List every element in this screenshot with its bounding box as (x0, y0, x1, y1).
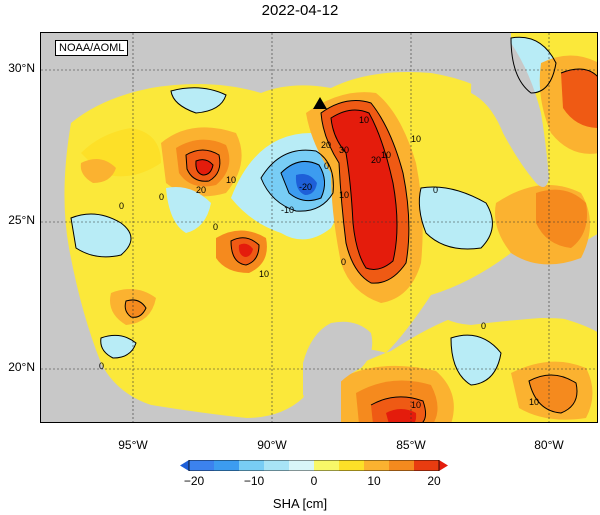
colorbar-bin (414, 460, 439, 471)
lat-label-30n: 30°N (8, 61, 35, 75)
colorbar-bin (289, 460, 314, 471)
contour-label: 10 (259, 269, 269, 279)
lon-label-90w: 90°W (257, 438, 287, 452)
contour-label: 10 (529, 397, 539, 407)
lon-label-95w: 95°W (118, 438, 148, 452)
contour-label: 0 (324, 161, 329, 171)
colorbar-bin (339, 460, 364, 471)
colorbar-tick: −10 (243, 474, 265, 488)
sha-map: 0 0 0 0 0 0 0 0 10 10 10 10 10 10 10 10 … (40, 32, 598, 423)
colorbar-bin (239, 460, 264, 471)
contour-label: 10 (339, 190, 349, 200)
contour-label: 20 (371, 155, 381, 165)
lat-label-20n: 20°N (8, 360, 35, 374)
colorbar-bin (389, 460, 414, 471)
colorbar-frame (188, 460, 440, 471)
colorbar-bin (364, 460, 389, 471)
contour-label: -20 (299, 182, 312, 192)
contour-label: 10 (411, 134, 421, 144)
anomaly-field (71, 37, 597, 422)
contour-label: 0 (159, 192, 164, 202)
map-title: 2022-04-12 (261, 2, 339, 19)
colorbar-bin (189, 460, 214, 471)
colorbar-tick: 20 (427, 474, 441, 488)
contour-label: 20 (196, 185, 206, 195)
colorbar-min-arrow (180, 460, 189, 471)
colorbar-bin (214, 460, 239, 471)
contour-label: 0 (341, 257, 346, 267)
contour-label-group: 0 0 0 0 0 0 0 0 10 10 10 10 10 10 10 10 … (99, 115, 539, 410)
lon-label-80w: 80°W (534, 438, 564, 452)
lat-label-25n: 25°N (8, 213, 35, 227)
colorbar-tick: 0 (310, 474, 318, 488)
contour-label: 0 (99, 361, 104, 371)
colorbar-max-arrow (439, 460, 448, 471)
contour-label: 0 (481, 321, 486, 331)
contour-label: 0 (433, 185, 438, 195)
credit-label: NOAA/AOML (55, 40, 129, 56)
land-masses (41, 33, 597, 422)
contour-label: 10 (411, 400, 421, 410)
colorbar-tick: 10 (367, 474, 381, 488)
colorbar-bin (264, 460, 289, 471)
contour-label: 20 (321, 140, 331, 150)
contour-label: -10 (281, 205, 294, 215)
contour-lines (70, 36, 597, 422)
colorbar-tick: −20 (183, 474, 205, 488)
contour-label: 30 (339, 145, 349, 155)
contour-label: 10 (226, 175, 236, 185)
colorbar (180, 460, 448, 471)
lon-label-85w: 85°W (396, 438, 426, 452)
map-canvas: 0 0 0 0 0 0 0 0 10 10 10 10 10 10 10 10 … (41, 33, 597, 422)
station-marker-icon (313, 97, 327, 109)
colorbar-title: SHA [cm] (272, 496, 328, 511)
graticule (41, 33, 597, 422)
contour-label: 0 (213, 222, 218, 232)
contour-label: 0 (119, 201, 124, 211)
contour-label: 10 (381, 150, 391, 160)
colorbar-bin (314, 460, 339, 471)
contour-label: 10 (359, 115, 369, 125)
